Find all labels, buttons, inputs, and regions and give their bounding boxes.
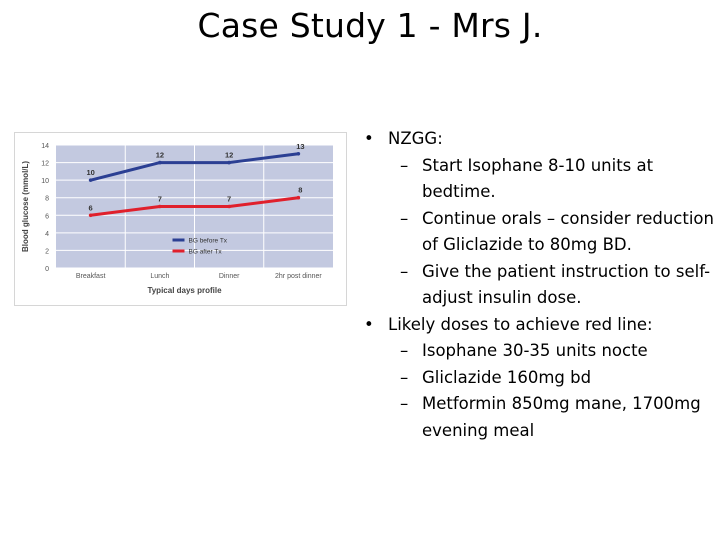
x-tick-label: 2hr post dinner xyxy=(275,273,322,280)
data-label: 13 xyxy=(296,142,304,151)
dash-marker: – xyxy=(400,367,409,387)
sub-bullet: – Metformin 850mg mane, 1700mg evening m… xyxy=(360,391,718,444)
sub-bullet: – Continue orals – consider reduction of… xyxy=(360,206,718,259)
data-point xyxy=(158,160,162,165)
data-point xyxy=(88,178,93,182)
y-tick-label: 6 xyxy=(45,213,49,220)
sub-bullet: – Gliclazide 160mg bd xyxy=(360,365,718,392)
dash-marker: – xyxy=(400,394,409,413)
data-label: 7 xyxy=(227,195,231,204)
dash-marker: – xyxy=(400,341,409,360)
data-label: 6 xyxy=(89,203,93,212)
sub-bullet-text: Give the patient instruction to self-adj… xyxy=(422,261,711,308)
y-tick-label: 8 xyxy=(45,196,49,203)
y-tick-label: 10 xyxy=(41,178,49,185)
y-axis-label: Blood glucose (mmol/L) xyxy=(21,161,30,252)
x-tick-label: Dinner xyxy=(219,273,240,280)
data-point xyxy=(158,204,162,209)
bullet-text: Likely doses to achieve red line: xyxy=(388,314,653,334)
sub-bullet: – Isophane 30-35 units nocte xyxy=(360,338,718,365)
series-line xyxy=(89,152,300,182)
data-label: 10 xyxy=(86,168,94,177)
bullet-marker: • xyxy=(364,129,374,148)
dash-marker: – xyxy=(400,261,409,281)
x-axis-label: Typical days profile xyxy=(147,286,222,295)
sub-bullet-text: Start Isophane 8-10 units at bedtime. xyxy=(422,155,654,202)
legend-label: BG before Tx xyxy=(189,238,228,245)
y-tick-label: 12 xyxy=(41,161,49,168)
data-label: 8 xyxy=(298,186,302,195)
legend-label: BG after Tx xyxy=(189,249,223,256)
data-point xyxy=(296,195,301,200)
bullet-text: NZGG: xyxy=(388,129,443,148)
slide-title: Case Study 1 - Mrs J. xyxy=(197,6,543,45)
y-tick-label: 0 xyxy=(45,266,49,273)
data-point xyxy=(227,204,231,209)
bullet-list: • NZGG: – Start Isophane 8-10 units at b… xyxy=(360,126,718,444)
bullet-marker: • xyxy=(364,314,374,334)
bullet-nzgg: • NZGG: xyxy=(360,126,718,153)
data-point xyxy=(227,160,231,165)
data-point xyxy=(296,151,301,156)
sub-bullet: – Start Isophane 8-10 units at bedtime. xyxy=(360,153,718,206)
data-label: 7 xyxy=(158,195,162,204)
sub-bullet-text: Metformin 850mg mane, 1700mg evening mea… xyxy=(422,394,701,440)
sub-bullet-text: Isophane 30-35 units nocte xyxy=(422,341,648,360)
data-point xyxy=(88,213,93,218)
data-label: 12 xyxy=(225,151,233,160)
chart-svg: 0 2 4 6 8 10 12 14 Breakfast Lunch Dinner 2hr post … xyxy=(21,142,333,295)
y-tick-label: 4 xyxy=(45,231,49,238)
sub-bullet-text: Continue orals – consider reduction of G… xyxy=(422,208,714,255)
sub-bullet-text: Gliclazide 160mg bd xyxy=(422,367,592,387)
x-tick-label: Lunch xyxy=(150,273,169,280)
bullet-likely-doses: • Likely doses to achieve red line: xyxy=(360,312,718,339)
data-label: 12 xyxy=(156,151,164,160)
x-tick-label: Breakfast xyxy=(76,273,106,280)
sub-bullet: – Give the patient instruction to self-a… xyxy=(360,259,718,312)
series-line xyxy=(89,196,300,217)
y-tick-label: 14 xyxy=(41,143,49,150)
dash-marker: – xyxy=(400,208,409,228)
dash-marker: – xyxy=(400,155,409,175)
blood-glucose-chart: 0 2 4 6 8 10 12 14 Breakfast Lunch Dinner 2hr post … xyxy=(14,132,347,306)
y-tick-label: 2 xyxy=(45,248,49,255)
